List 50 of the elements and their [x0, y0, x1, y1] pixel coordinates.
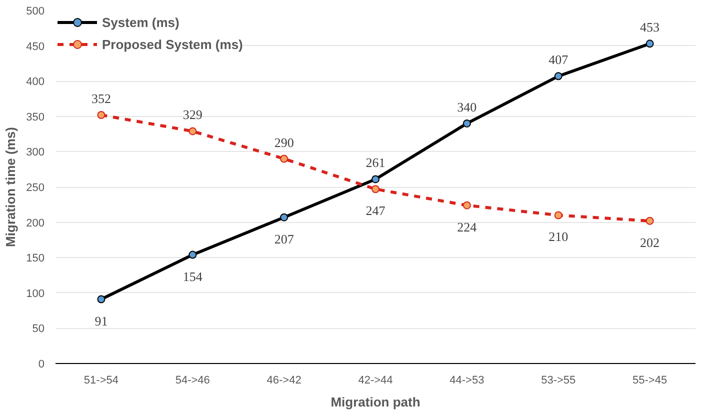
- y-tick-label: 200: [26, 217, 45, 230]
- x-tick-label: 51->54: [84, 374, 118, 386]
- point: [372, 175, 380, 184]
- y-tick-label: 350: [26, 111, 45, 124]
- x-tick-label: 55->45: [632, 374, 668, 386]
- point: [97, 295, 106, 304]
- y-axis-title: Migration time (ms): [3, 127, 18, 247]
- x-axis-title: Migration path: [330, 394, 420, 410]
- legend-label: System (ms): [102, 14, 180, 30]
- point: [280, 154, 288, 163]
- data-label: 329: [182, 107, 202, 122]
- point: [646, 216, 654, 225]
- data-label: 154: [182, 268, 203, 284]
- y-tick-label: 0: [38, 358, 45, 370]
- x-tick-label: 53->55: [541, 374, 576, 386]
- y-tick-label: 50: [32, 323, 45, 336]
- y-tick-label: 150: [26, 252, 45, 265]
- y-tick-label: 450: [26, 40, 45, 53]
- point: [646, 40, 654, 48]
- y-tick-label: 300: [26, 146, 45, 159]
- point: [280, 213, 288, 222]
- data-label: 261: [366, 155, 386, 170]
- point: [462, 119, 471, 128]
- x-tick-label: 46->42: [266, 374, 302, 386]
- point: [188, 250, 197, 259]
- y-tick-label: 500: [26, 6, 45, 18]
- point: [462, 201, 471, 210]
- data-label: 290: [274, 134, 294, 150]
- y-tick-label: 250: [26, 182, 45, 194]
- data-label: 453: [640, 20, 660, 35]
- data-label: 210: [548, 229, 568, 244]
- data-label: 91: [94, 313, 108, 328]
- data-label: 224: [457, 219, 478, 234]
- point: [554, 72, 562, 80]
- point: [372, 185, 380, 194]
- point: [554, 211, 562, 220]
- y-tick-label: 100: [26, 288, 45, 300]
- x-tick-label: 44->53: [450, 374, 484, 386]
- x-tick-label: 42->44: [358, 374, 393, 386]
- data-label: 352: [91, 90, 111, 106]
- legend-label: Proposed System (ms): [102, 36, 243, 52]
- x-tick-label: 54->46: [175, 374, 210, 386]
- data-label: 207: [274, 231, 294, 246]
- y-tick-label: 400: [26, 76, 45, 88]
- data-label: 340: [457, 99, 477, 114]
- data-label: 202: [640, 234, 660, 250]
- point: [188, 127, 197, 136]
- data-label: 407: [548, 52, 569, 68]
- data-label: 247: [366, 203, 386, 218]
- point: [97, 110, 106, 119]
